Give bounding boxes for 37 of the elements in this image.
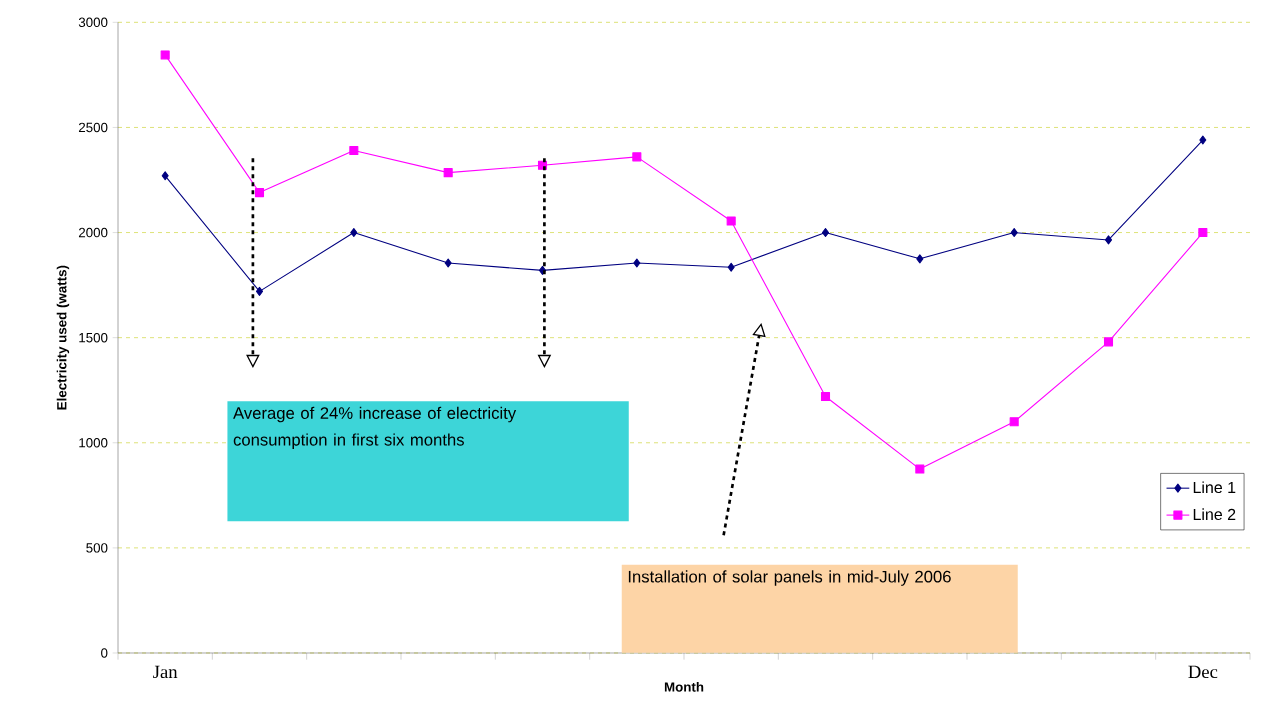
point bbox=[1009, 417, 1019, 427]
point bbox=[821, 228, 830, 238]
x-axis-title: Month bbox=[664, 681, 704, 692]
point bbox=[1103, 337, 1114, 347]
point bbox=[1199, 135, 1207, 145]
annotation: Average of 24% increase of electricity consumption in first six months bbox=[233, 406, 517, 449]
annotation: Installation of solar panels in mid-July 2006 bbox=[628, 570, 951, 586]
y-tick-label: 1500 bbox=[79, 332, 108, 343]
legend-label: Line 1 bbox=[1193, 481, 1236, 494]
y-tick-label: 500 bbox=[86, 543, 108, 553]
point bbox=[1198, 228, 1208, 238]
point bbox=[916, 254, 924, 264]
point bbox=[160, 50, 170, 60]
y-tick-label: 1000 bbox=[79, 438, 108, 448]
point bbox=[820, 391, 831, 402]
point bbox=[255, 286, 264, 296]
legend-label: Line 2 bbox=[1193, 508, 1236, 521]
point bbox=[633, 258, 641, 268]
x-tick-label: Dec bbox=[1188, 665, 1218, 679]
point bbox=[727, 262, 735, 272]
point bbox=[161, 171, 169, 181]
point bbox=[1010, 228, 1018, 238]
point bbox=[350, 228, 358, 238]
point bbox=[915, 464, 925, 474]
point bbox=[444, 258, 452, 268]
y-tick-label: 0 bbox=[101, 648, 108, 658]
y-tick-label: 2000 bbox=[78, 227, 108, 238]
y-tick-label: 2500 bbox=[78, 122, 108, 133]
x-tick-label: Jan bbox=[153, 665, 178, 679]
point bbox=[726, 216, 736, 226]
y-tick-label: 3000 bbox=[78, 17, 108, 28]
point bbox=[632, 152, 642, 162]
point bbox=[349, 146, 359, 156]
point bbox=[254, 188, 265, 198]
point bbox=[1104, 235, 1113, 245]
point bbox=[443, 168, 453, 178]
y-axis-title: Electricity used (watts) bbox=[56, 265, 70, 410]
